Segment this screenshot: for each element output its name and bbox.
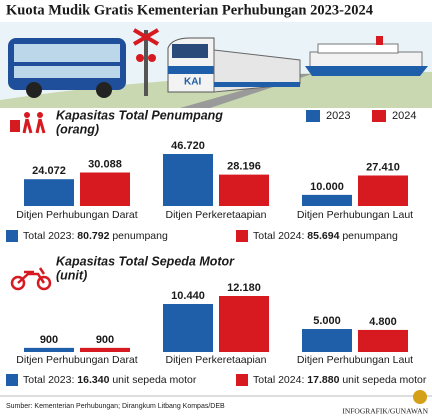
total-swatch xyxy=(6,374,18,386)
source: Sumber: Kementerian Perhubungan; Dirangk… xyxy=(6,403,225,410)
total-value: 80.792 xyxy=(77,230,109,242)
motorcycle-icon xyxy=(10,267,52,291)
value-label: 30.088 xyxy=(88,158,122,170)
legend-label: 2024 xyxy=(392,110,416,122)
category-label: Ditjen Perhubungan Laut xyxy=(297,209,413,221)
bar xyxy=(80,347,130,352)
value-label: 27.410 xyxy=(366,161,400,173)
total-value: 85.694 xyxy=(307,230,339,242)
bar xyxy=(358,175,408,206)
legend-label: 2023 xyxy=(326,110,350,122)
legend-swatch xyxy=(372,110,386,122)
passenger-icon xyxy=(10,112,46,134)
total-unit: unit sepeda motor xyxy=(112,374,197,386)
bar xyxy=(24,347,74,352)
chart-subtitle: (orang) xyxy=(56,122,99,136)
total-text: Total 2024: 85.694 penumpang xyxy=(253,230,398,242)
value-label: 10.440 xyxy=(171,290,205,302)
category-label: Ditjen Perkeretaapian xyxy=(166,209,267,221)
category-label: Ditjen Perhubungan Darat xyxy=(16,209,137,221)
total-text: Total 2023: 80.792 penumpang xyxy=(23,230,168,242)
illustration: KAI xyxy=(0,22,432,108)
value-label: 900 xyxy=(40,334,58,346)
value-label: 10.000 xyxy=(310,181,344,193)
total-text: Total 2024: 17.880 unit sepeda motor xyxy=(253,374,427,386)
bar xyxy=(219,174,269,206)
total-value: 17.880 xyxy=(307,374,339,386)
value-label: 28.196 xyxy=(227,161,261,173)
total-label: Total 2024: xyxy=(253,230,304,242)
passenger-chart: Kapasitas Total Penumpang(orang) 24.072 46… xyxy=(6,108,416,242)
chart-title: Kapasitas Total Sepeda Motor xyxy=(56,254,235,268)
category-label: Ditjen Perkeretaapian xyxy=(166,354,267,366)
bar xyxy=(219,296,269,352)
value-label: 24.072 xyxy=(32,165,66,177)
svg-text:KAI: KAI xyxy=(184,77,201,88)
legend-swatch xyxy=(306,110,320,122)
bar xyxy=(358,329,408,352)
bar xyxy=(302,194,352,206)
chart-subtitle: (unit) xyxy=(56,268,87,282)
category-label: Ditjen Perhubungan Laut xyxy=(297,354,413,366)
total-unit: penumpang xyxy=(342,230,398,242)
total-label: Total 2024: xyxy=(253,374,304,386)
total-label: Total 2023: xyxy=(23,230,74,242)
title: Kuota Mudik Gratis Kementerian Perhubung… xyxy=(6,2,373,18)
value-label: 900 xyxy=(96,334,114,346)
motorcycle-chart: Kapasitas Total Sepeda Motor(unit) 900 10.… xyxy=(6,254,427,386)
bar xyxy=(163,154,213,206)
total-unit: penumpang xyxy=(112,230,168,242)
bar xyxy=(163,304,213,352)
bar xyxy=(24,179,74,206)
total-text: Total 2023: 16.340 unit sepeda motor xyxy=(23,374,197,386)
category-label: Ditjen Perhubungan Darat xyxy=(16,354,137,366)
total-swatch xyxy=(236,230,248,242)
bar xyxy=(302,329,352,352)
bar xyxy=(80,172,130,206)
total-swatch xyxy=(6,230,18,242)
value-label: 5.000 xyxy=(313,315,341,327)
total-unit: unit sepeda motor xyxy=(342,374,427,386)
chart-title: Kapasitas Total Penumpang xyxy=(56,108,223,122)
credit: INFOGRAFIK/GUNAWAN xyxy=(342,407,428,416)
logo xyxy=(413,390,427,404)
total-label: Total 2023: xyxy=(23,374,74,386)
value-label: 46.720 xyxy=(171,140,205,152)
value-label: 12.180 xyxy=(227,282,261,294)
total-value: 16.340 xyxy=(77,374,109,386)
total-swatch xyxy=(236,374,248,386)
value-label: 4.800 xyxy=(369,316,397,328)
